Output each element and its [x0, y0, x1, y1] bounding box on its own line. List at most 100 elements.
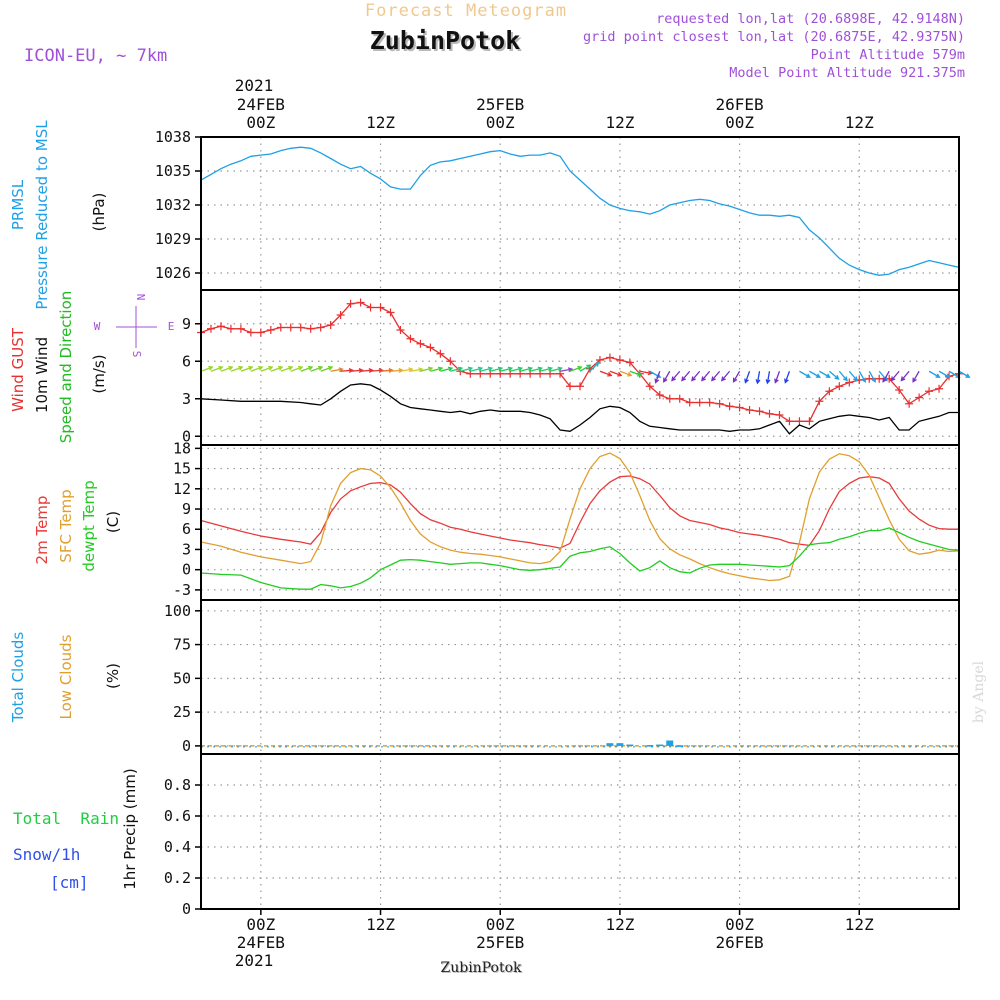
- bottom-date-label-0: 24FEB: [237, 933, 285, 952]
- bottom-time-label-3: 12Z: [605, 915, 634, 934]
- wind-direction-arrow-26: [460, 366, 474, 372]
- gust-series-marker-1: [206, 324, 215, 333]
- temperature-ytick-label-4: 9: [182, 500, 191, 518]
- temperature-ytick-label-5: 12: [173, 480, 191, 498]
- gust-series-marker-58: [775, 411, 784, 419]
- wind-direction-arrow-18: [380, 368, 394, 373]
- wind-ytick-label-0: 0: [182, 427, 191, 445]
- pressure-label-2: Pressure Reduced to MSL: [33, 120, 51, 310]
- gust-series-marker-45: [645, 382, 654, 391]
- wind-ytick-label-2: 6: [182, 352, 191, 370]
- wind-direction-arrow-42: [619, 370, 633, 377]
- wind-direction-arrow-39: [589, 361, 600, 372]
- wind-direction-arrow-70: [890, 370, 900, 382]
- wind-direction-arrow-24: [440, 366, 454, 372]
- precip-ytick-label-3: 0.6: [164, 807, 191, 825]
- wind-direction-arrow-34: [539, 366, 554, 372]
- gust-series-marker-25: [446, 357, 455, 366]
- gust-series-marker-12: [316, 323, 325, 332]
- wind-direction-arrow-61: [809, 370, 821, 378]
- wind-direction-arrow-76: [958, 370, 971, 378]
- clouds-ytick-label-0: 0: [182, 737, 191, 755]
- temperature-ytick-label-1: 0: [182, 561, 191, 579]
- wind-direction-arrow-4: [240, 365, 254, 372]
- top-time-label-4: 00Z: [725, 113, 754, 132]
- wind-direction-arrow-41: [609, 370, 623, 377]
- wind-direction-arrow-47: [663, 370, 671, 383]
- gust-series-marker-13: [326, 321, 335, 329]
- precip-frame: [200, 753, 960, 910]
- wind-direction-arrow-28: [480, 366, 494, 372]
- model-point-altitude: Model Point Altitude 921.375m: [729, 65, 965, 81]
- wind-direction-arrow-54: [732, 370, 741, 383]
- gust-series-marker-18: [376, 303, 385, 312]
- wind-panel: 0 3 6 9: [182, 289, 971, 446]
- pressure-unit: (hPa): [90, 193, 108, 232]
- clouds-panel: 0 25 50 75 100: [164, 599, 960, 755]
- gust-series-line: [200, 301, 960, 422]
- top-year: 2021: [235, 76, 274, 95]
- pressure-ytick-label-4: 1038: [155, 128, 191, 146]
- gust-series-marker-50: [695, 398, 704, 407]
- gust-series-marker-8: [276, 323, 285, 332]
- total-series-bar-0: [606, 743, 614, 746]
- gust-series-marker-65: [845, 378, 854, 387]
- wind-ytick-label-3: 9: [182, 315, 191, 333]
- wind-labels: Wind GUST 10m Wind Speed and Direction (…: [9, 291, 174, 444]
- wind-direction-arrow-20: [400, 367, 414, 373]
- wind-direction-arrow-51: [701, 370, 711, 382]
- temp2m-label: 2m Temp: [33, 496, 51, 565]
- wind-direction-arrow-25: [450, 366, 464, 372]
- gust-series-marker-56: [755, 407, 764, 416]
- wind-direction-arrow-52: [711, 370, 721, 382]
- wind-direction-arrow-60: [799, 370, 811, 378]
- gust-series-marker-49: [685, 398, 694, 407]
- point-altitude: Point Altitude 579m: [811, 47, 965, 63]
- wind-direction-arrow-3: [230, 365, 244, 372]
- wind-direction-arrow-17: [370, 368, 384, 373]
- bottom-time-label-0: 00Z: [246, 915, 275, 934]
- sfc_temp-series-line: [200, 452, 960, 582]
- gust-series-marker-67: [865, 374, 874, 383]
- pressure-label-1: PRMSL: [9, 179, 27, 230]
- top-time-label-2: 00Z: [486, 113, 515, 132]
- wind-direction-arrow-32: [519, 366, 534, 372]
- total-series-bar-2: [626, 744, 634, 747]
- pressure-labels: PRMSL Pressure Reduced to MSL (hPa): [9, 120, 108, 310]
- gust-series-marker-42: [615, 356, 624, 364]
- wind-direction-arrow-1: [210, 365, 224, 372]
- top-time-label-3: 12Z: [605, 113, 634, 132]
- wind-direction-arrow-58: [774, 371, 781, 384]
- gust-series-marker-55: [745, 406, 754, 414]
- compass-w: W: [94, 320, 101, 333]
- station-title: ZubinPotok: [372, 28, 523, 57]
- precip-ytick-label-4: 0.8: [164, 776, 191, 794]
- gust-series-marker-10: [296, 323, 305, 332]
- total-rain-label: Total Rain: [13, 809, 119, 828]
- compass-n: N: [134, 294, 147, 301]
- temperature-ytick-label-2: 3: [182, 540, 191, 558]
- gust-series-marker-63: [825, 387, 834, 396]
- closest-point: grid point closest lon,lat (20.6875E, 42…: [583, 29, 965, 45]
- gust-series-marker-40: [595, 356, 604, 364]
- bottom-time-label-4: 00Z: [725, 915, 754, 934]
- wind-direction-arrow-53: [721, 370, 731, 382]
- clouds-frame: [200, 599, 960, 755]
- wind-direction-arrow-55: [744, 371, 751, 384]
- footer-station-front: ZubinPotok: [440, 960, 522, 976]
- precip-unit: 1hr Precip (mm): [121, 768, 139, 889]
- precip-ytick-label-2: 0.4: [164, 838, 191, 856]
- gust-series-marker-14: [336, 311, 345, 319]
- gust-series-marker-59: [785, 417, 794, 426]
- top-date-label-0: 24FEB: [237, 95, 285, 114]
- pressure-ytick-label-1: 1029: [155, 230, 191, 248]
- wind-direction-arrow-49: [681, 370, 691, 382]
- gust-series-marker-57: [765, 409, 774, 418]
- wind-direction-arrow-11: [310, 365, 324, 372]
- gust-series-marker-23: [426, 343, 435, 352]
- wind-direction-arrow-19: [390, 368, 404, 373]
- gust-series-marker-38: [576, 382, 584, 391]
- total-series-bar-3: [646, 745, 654, 747]
